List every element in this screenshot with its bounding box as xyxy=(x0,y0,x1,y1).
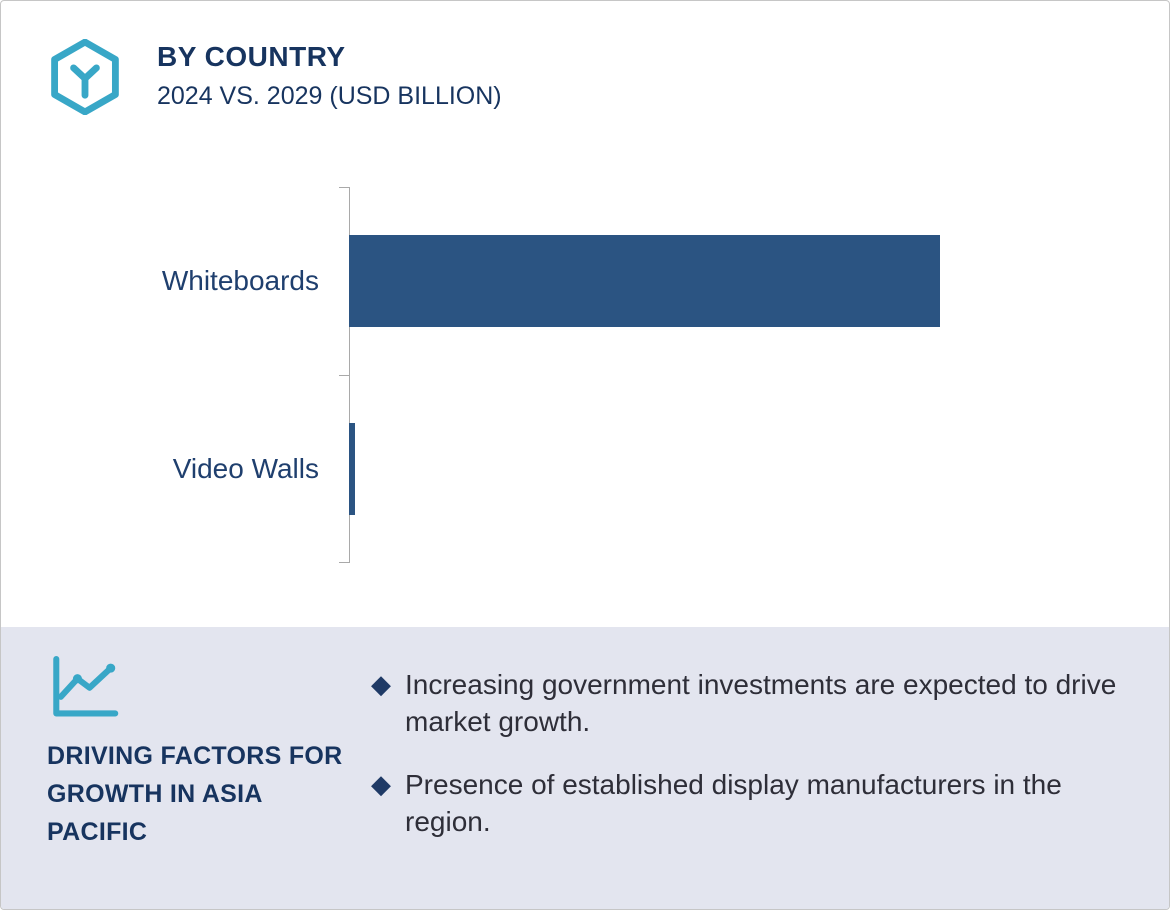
category-label: Whiteboards xyxy=(161,265,319,296)
bar-chart: Whiteboards Video Walls xyxy=(1,187,1169,563)
page-title: BY COUNTRY xyxy=(157,41,346,72)
category-label: Video Walls xyxy=(172,453,319,484)
bar-track xyxy=(349,423,1137,515)
bullet-item: ◆ Increasing government investments are … xyxy=(371,667,1125,741)
footer-panel: DRIVING FACTORS FOR GROWTH IN ASIA PACIF… xyxy=(1,627,1169,909)
axis-tick xyxy=(339,562,350,563)
chart-header: BY COUNTRY 2024 VS. 2029 (USD BILLION) xyxy=(1,1,1169,153)
bar-track xyxy=(349,235,1137,327)
hexagon-y-icon xyxy=(47,39,123,115)
diamond-bullet-icon: ◆ xyxy=(371,669,391,699)
chart-rows: Whiteboards Video Walls xyxy=(1,187,1169,563)
value-bar xyxy=(349,423,355,515)
axis-tick xyxy=(339,375,350,376)
footer-left-column: DRIVING FACTORS FOR GROWTH IN ASIA PACIF… xyxy=(47,653,349,909)
page-subtitle: 2024 VS. 2029 (USD BILLION) xyxy=(157,82,502,110)
bullet-text: Increasing government investments are ex… xyxy=(405,669,1117,737)
value-bar xyxy=(349,235,940,327)
footer-heading: DRIVING FACTORS FOR GROWTH IN ASIA PACIF… xyxy=(47,742,343,846)
bullet-text: Presence of established display manufact… xyxy=(405,768,1062,837)
bullet-list: ◆ Increasing government investments are … xyxy=(371,653,1125,909)
line-chart-icon xyxy=(47,653,349,721)
diamond-bullet-icon: ◆ xyxy=(371,768,391,799)
title-block: BY COUNTRY 2024 VS. 2029 (USD BILLION) xyxy=(157,39,502,111)
chart-row: Video Walls xyxy=(1,375,1169,563)
chart-row: Whiteboards xyxy=(1,187,1169,375)
bullet-item: ◆ Presence of established display manufa… xyxy=(371,767,1125,841)
axis-tick xyxy=(339,187,350,188)
